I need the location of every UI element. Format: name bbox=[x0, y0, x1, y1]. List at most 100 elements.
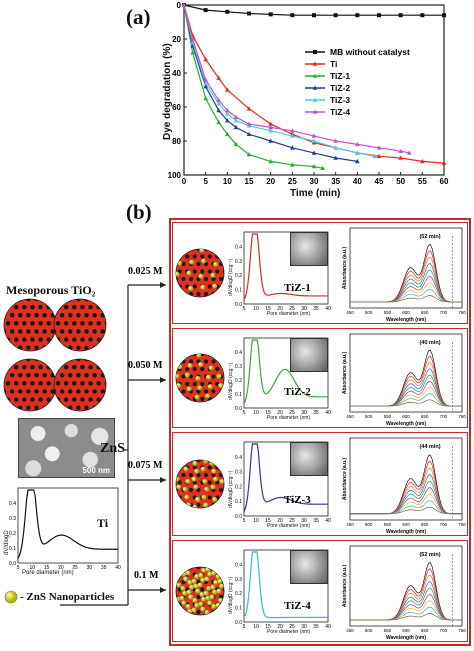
abs-x-tick: 450 bbox=[346, 628, 354, 633]
pore bbox=[26, 359, 31, 362]
pore bbox=[13, 381, 19, 386]
zns-particle bbox=[186, 502, 192, 508]
tio2-spheres-illustration bbox=[3, 298, 107, 412]
pore bbox=[192, 284, 197, 289]
conc-label-3: 0.075 M bbox=[128, 460, 163, 471]
abs-xlabel: Wavelength (nm) bbox=[386, 529, 426, 535]
abs-ylabel: Absorbance (a.u.) bbox=[342, 565, 348, 608]
pore bbox=[50, 389, 56, 394]
data-point bbox=[398, 13, 403, 18]
panel-a-label: (a) bbox=[126, 5, 151, 29]
pore bbox=[17, 312, 23, 318]
zns-particle bbox=[198, 601, 204, 607]
pore bbox=[181, 374, 186, 379]
pore bbox=[59, 389, 65, 394]
x-tick-label: 30 bbox=[301, 410, 307, 416]
pore bbox=[26, 389, 31, 394]
zns-particle bbox=[198, 361, 204, 368]
pore bbox=[38, 397, 43, 402]
sphere bbox=[53, 298, 107, 352]
pore bbox=[218, 487, 224, 493]
zns-particle bbox=[189, 584, 195, 590]
y-tick-label: 0.3 bbox=[9, 516, 16, 522]
abs-x-tick: 750 bbox=[458, 414, 466, 419]
pore bbox=[196, 609, 201, 615]
pore bbox=[63, 337, 69, 342]
data-point bbox=[398, 155, 403, 160]
pore bbox=[67, 389, 73, 394]
abs-x-tick: 450 bbox=[346, 522, 354, 527]
data-point bbox=[216, 97, 221, 102]
pore bbox=[218, 609, 224, 615]
pore bbox=[218, 359, 224, 364]
data-point bbox=[420, 13, 425, 18]
pore bbox=[188, 487, 194, 493]
y-tick-label: 0.2 bbox=[9, 531, 16, 537]
x-tick-label: 5 bbox=[243, 306, 246, 312]
pore bbox=[181, 472, 186, 478]
zns-particle bbox=[193, 583, 199, 589]
panel-b-label: (b) bbox=[126, 200, 152, 224]
x-tick-label: 10 bbox=[30, 565, 36, 571]
pore bbox=[176, 609, 179, 615]
legend-marker bbox=[312, 61, 318, 66]
legend-marker bbox=[312, 109, 318, 114]
pore bbox=[9, 329, 15, 334]
pore bbox=[203, 472, 209, 478]
y-tick-label: 0.1 bbox=[9, 546, 16, 552]
data-point bbox=[246, 106, 252, 111]
pore bbox=[5, 321, 11, 326]
pore bbox=[203, 276, 209, 282]
pore bbox=[176, 359, 179, 364]
data-point bbox=[442, 13, 446, 18]
zns-particle bbox=[199, 249, 205, 253]
pore bbox=[181, 261, 186, 267]
abs-x-tick: 650 bbox=[421, 414, 429, 419]
pore bbox=[22, 381, 27, 386]
x-tick-label: 30 bbox=[301, 306, 307, 312]
pore bbox=[26, 299, 31, 302]
pore bbox=[26, 329, 31, 334]
zns-particle bbox=[186, 270, 192, 276]
zns-particle bbox=[187, 363, 193, 369]
y-tick-label: 0.2 bbox=[235, 378, 242, 384]
pore bbox=[59, 329, 65, 334]
pore bbox=[38, 364, 43, 370]
pore bbox=[203, 249, 209, 252]
pore bbox=[181, 460, 186, 463]
x-tick-label: 10 bbox=[253, 306, 259, 312]
abs-ylabel: Absorbance (a.u.) bbox=[342, 458, 348, 501]
pore bbox=[67, 329, 73, 334]
zns-particle bbox=[186, 386, 192, 392]
y-tick-label: 0.2 bbox=[235, 591, 242, 597]
pore bbox=[181, 276, 186, 282]
zns-particle bbox=[197, 582, 203, 588]
pore bbox=[218, 249, 224, 252]
legend-marker bbox=[312, 85, 318, 90]
pore bbox=[30, 321, 35, 326]
pore-curve bbox=[243, 551, 329, 619]
pore bbox=[211, 249, 216, 252]
data-point bbox=[216, 119, 221, 125]
pore bbox=[88, 337, 93, 342]
abs-peak-label: (52 min) bbox=[419, 552, 440, 558]
y-tick-label: 0.1 bbox=[235, 288, 242, 294]
pore bbox=[218, 567, 224, 570]
pore bbox=[222, 572, 224, 577]
pore bbox=[72, 321, 77, 326]
abs-ylabel: Absorbance (a.u.) bbox=[342, 247, 348, 290]
pore bbox=[55, 321, 61, 326]
sem-inset-3 bbox=[290, 442, 328, 476]
x-tick-label: 15 bbox=[265, 306, 271, 312]
pore bbox=[34, 372, 39, 378]
pore bbox=[13, 321, 19, 326]
data-point bbox=[333, 138, 338, 143]
zns-particle bbox=[176, 271, 180, 277]
pore bbox=[211, 567, 216, 570]
pore bbox=[211, 374, 216, 379]
pore bbox=[196, 594, 201, 600]
pore bbox=[203, 291, 209, 297]
pore bbox=[222, 587, 224, 592]
pore bbox=[88, 304, 93, 310]
pore bbox=[88, 381, 93, 386]
